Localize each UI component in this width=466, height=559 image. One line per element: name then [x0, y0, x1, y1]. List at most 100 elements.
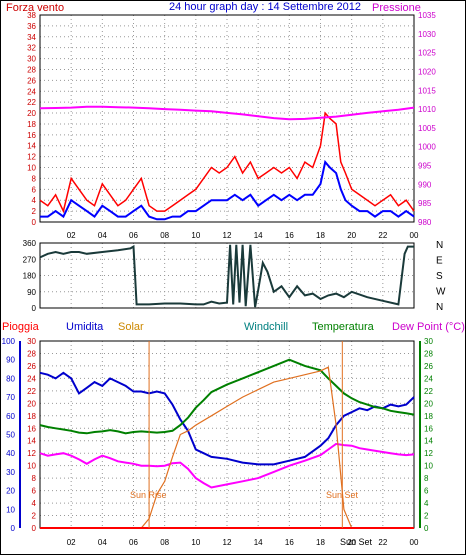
pressure-tick-label: 980: [418, 218, 432, 227]
temperature-tick-label: 2: [424, 512, 429, 521]
wind-axis-label: Forza vento: [6, 2, 64, 14]
humidity-tick-label: 80: [6, 374, 15, 383]
pressure-tick-label: 1020: [418, 67, 436, 76]
sunset-tick-label: Sun Set: [340, 537, 373, 547]
wind-tick-label: 8: [32, 174, 37, 183]
rain-tick-label: 16: [27, 424, 36, 433]
rain-tick-label: 28: [27, 349, 36, 358]
x-tick-label: 02: [67, 538, 76, 547]
x-tick-label: 06: [129, 231, 138, 240]
humidity-tick-label: 100: [2, 337, 16, 346]
x-tick-label: 14: [254, 231, 263, 240]
x-tick-label: 18: [316, 231, 325, 240]
pressure-tick-label: 990: [418, 180, 432, 189]
direction-tick-label: 270: [23, 255, 37, 264]
humidity-tick-label: 30: [6, 468, 15, 477]
x-tick-label: 12: [223, 538, 232, 547]
wind-tick-label: 34: [27, 33, 36, 42]
solar-line: [40, 366, 414, 529]
x-tick-label: 14: [254, 538, 263, 547]
rain-tick-label: 14: [27, 437, 36, 446]
rain-tick-label: 2: [32, 512, 37, 521]
wind-tick-label: 4: [32, 196, 37, 205]
humidity-tick-label: 70: [6, 393, 15, 402]
temperature-tick-label: 14: [424, 437, 433, 446]
wind-tick-label: 22: [27, 98, 36, 107]
x-tick-label: 08: [160, 231, 169, 240]
rain-tick-label: 4: [32, 499, 37, 508]
pressure-tick-label: 1030: [418, 30, 436, 39]
rain-tick-label: 0: [32, 524, 37, 533]
humidity-tick-label: 40: [6, 449, 15, 458]
wind-tick-label: 24: [27, 87, 36, 96]
rain-tick-label: 12: [27, 449, 36, 458]
direction-tick-label: 90: [27, 288, 36, 297]
rain-axis-label: Pioggia: [2, 321, 40, 333]
x-tick-label: 22: [378, 231, 387, 240]
temperature-tick-label: 26: [424, 362, 433, 371]
temperature-tick-label: 18: [424, 412, 433, 421]
temperature-label: Temperatura: [312, 321, 375, 333]
direction-panel-frame: [39, 242, 415, 309]
temperature-tick-label: 24: [424, 374, 433, 383]
x-tick-label: 12: [223, 231, 232, 240]
sunrise-label: Sun Rise: [130, 490, 167, 500]
rain-tick-label: 26: [27, 362, 36, 371]
humidity-tick-label: 90: [6, 356, 15, 365]
wind-tick-label: 26: [27, 76, 36, 85]
x-tick-label: 04: [98, 231, 107, 240]
pressure-tick-label: 1005: [418, 124, 436, 133]
temperature-line: [39, 358, 415, 435]
temperature-tick-label: 10: [424, 462, 433, 471]
temperature-tick-label: 28: [424, 349, 433, 358]
compass-label: N: [436, 240, 443, 251]
humidity-tick-label: 20: [6, 487, 15, 496]
pressure-tick-label: 1000: [418, 143, 436, 152]
x-tick-label: 02: [67, 231, 76, 240]
temperature-tick-label: 8: [424, 474, 429, 483]
x-tick-label: 00: [410, 538, 419, 547]
wind-tick-label: 10: [27, 164, 36, 173]
wind-tick-label: 38: [27, 11, 36, 20]
dewpoint-line: [39, 442, 415, 489]
rain-tick-label: 30: [27, 337, 36, 346]
wind-direction-line: [39, 244, 414, 308]
wind-tick-label: 6: [32, 185, 37, 194]
pressure-tick-label: 1035: [418, 11, 436, 20]
wind-tick-label: 2: [32, 207, 37, 216]
rain-tick-label: 24: [27, 374, 36, 383]
x-tick-label: 08: [160, 538, 169, 547]
pressure-tick-label: 995: [418, 162, 432, 171]
x-tick-label: 16: [285, 231, 294, 240]
humidity-tick-label: 10: [6, 505, 15, 514]
x-tick-label: 16: [285, 538, 294, 547]
temperature-tick-label: 20: [424, 399, 433, 408]
humidity-tick-label: 0: [11, 524, 16, 533]
humidity-line: [39, 371, 415, 466]
wind-average-line: [40, 159, 415, 221]
windchill-label: Windchill: [244, 321, 288, 333]
pressure-axis-label: Pressione: [372, 2, 421, 14]
humidity-tick-label: 50: [6, 431, 15, 440]
rain-tick-label: 22: [27, 387, 36, 396]
x-tick-label: 20: [347, 538, 356, 547]
wind-tick-label: 36: [27, 22, 36, 31]
page-title: 24 hour graph day : 14 Settembre 2012: [169, 1, 361, 13]
x-tick-label: 10: [191, 231, 200, 240]
dewpoint-axis-label: Dew Point (°C): [392, 321, 465, 333]
x-tick-label: 10: [191, 538, 200, 547]
rain-tick-label: 8: [32, 474, 37, 483]
wind-tick-label: 20: [27, 109, 36, 118]
direction-tick-label: 180: [23, 272, 37, 281]
x-tick-label: 00: [410, 231, 419, 240]
temperature-tick-label: 4: [424, 499, 429, 508]
wind-tick-label: 14: [27, 142, 36, 151]
temperature-tick-label: 16: [424, 424, 433, 433]
x-tick-label: 20: [347, 231, 356, 240]
rain-tick-label: 20: [27, 399, 36, 408]
compass-label: E: [436, 256, 443, 267]
compass-label: W: [436, 287, 446, 298]
rain-tick-label: 6: [32, 487, 37, 496]
pressure-tick-label: 985: [418, 199, 432, 208]
